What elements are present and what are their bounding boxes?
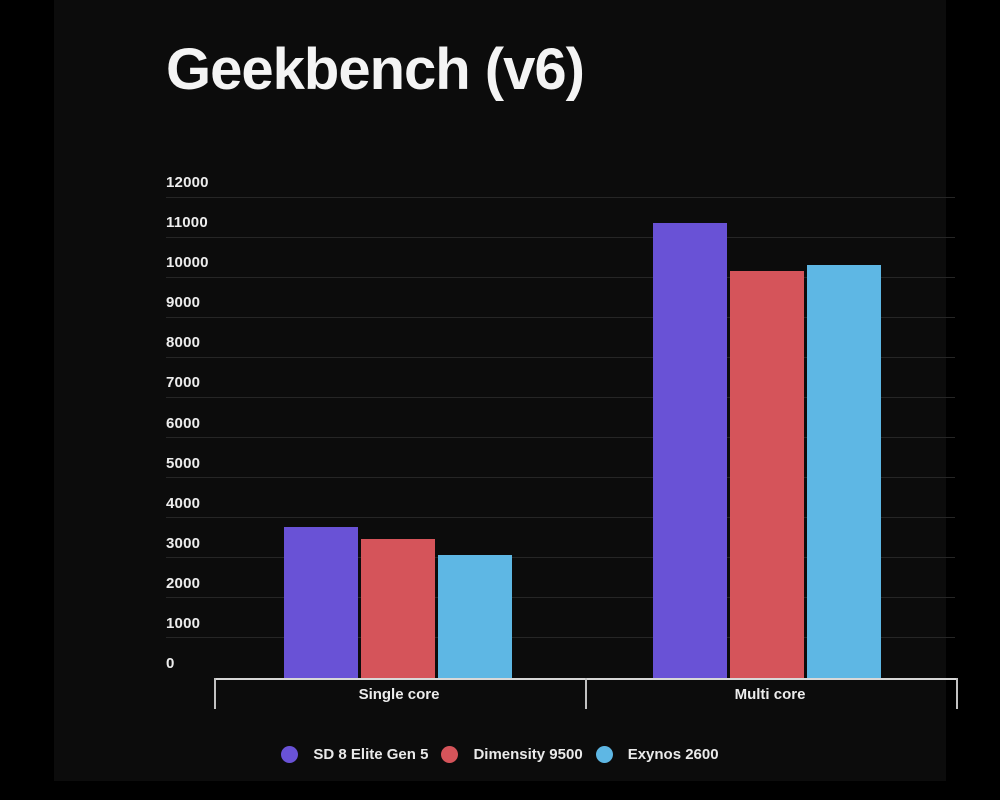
gridline-1000	[166, 637, 955, 639]
legend-label-dimensity-9500: Dimensity 9500	[473, 745, 583, 763]
y-tick-label-12000: 12000	[166, 174, 209, 191]
y-tick-label-4000: 4000	[166, 494, 201, 512]
gridline-2000	[166, 597, 955, 599]
y-tick-label-10000: 10000	[166, 254, 209, 272]
x-category-label-multi-core: Multi core	[734, 686, 806, 703]
legend-swatch-icon-sd-8-elite-gen-5	[281, 745, 299, 763]
y-tick-label-7000: 7000	[166, 374, 201, 392]
bar-dimensity-9500-single-core	[361, 538, 435, 678]
bar-exynos-2600-single-core	[438, 554, 512, 678]
gridline-8000	[166, 356, 955, 358]
legend-label-sd-8-elite-gen-5: SD 8 Elite Gen 5	[313, 745, 429, 763]
y-tick-label-1000: 1000	[166, 614, 201, 632]
x-axis-tick-1	[584, 678, 587, 709]
gridline-6000	[166, 437, 955, 438]
x-axis-tick-0	[213, 678, 216, 709]
y-tick-label-5000: 5000	[166, 454, 201, 472]
legend-item-dimensity-9500: Dimensity 9500	[441, 745, 583, 763]
legend: SD 8 Elite Gen 5 Dimensity 9500 Exynos 260…	[54, 743, 946, 765]
legend-item-exynos-2600: Exynos 2600	[595, 745, 719, 763]
bar-exynos-2600-multi-core	[807, 265, 881, 678]
chart-panel: Geekbench (v6) 0 1000 2000 3000 4000 5000 6000…	[54, 0, 958, 781]
y-tick-label-9000: 9000	[166, 294, 201, 312]
y-tick-label-2000: 2000	[166, 574, 201, 592]
bar-sd-8-elite-gen-5-single-core	[284, 526, 358, 678]
y-tick-label-0: 0	[166, 655, 175, 672]
gridline-9000	[166, 316, 955, 318]
gridline-7000	[166, 396, 955, 398]
x-category-label-single-core: Single core	[358, 686, 440, 703]
bar-dimensity-9500-multi-core	[730, 271, 804, 678]
x-axis-tick-2	[955, 678, 958, 709]
gridline-10000	[166, 276, 955, 278]
chart-title: Geekbench (v6)	[166, 37, 585, 102]
y-tick-label-11000: 11000	[166, 214, 208, 232]
y-tick-label-3000: 3000	[166, 534, 201, 552]
legend-label-exynos-2600: Exynos 2600	[627, 745, 719, 763]
gridline-5000	[166, 477, 955, 479]
gridline-3000	[166, 557, 955, 559]
gridline-12000	[166, 196, 955, 198]
y-tick-label-8000: 8000	[166, 334, 201, 352]
gridline-11000	[166, 236, 955, 238]
legend-swatch-icon-exynos-2600	[595, 745, 613, 763]
legend-item-sd-8-elite-gen-5: SD 8 Elite Gen 5	[281, 745, 429, 763]
gridline-4000	[166, 517, 955, 519]
legend-swatch-icon-dimensity-9500	[441, 745, 459, 763]
bar-sd-8-elite-gen-5-multi-core	[653, 223, 727, 678]
y-tick-label-6000: 6000	[166, 414, 201, 432]
